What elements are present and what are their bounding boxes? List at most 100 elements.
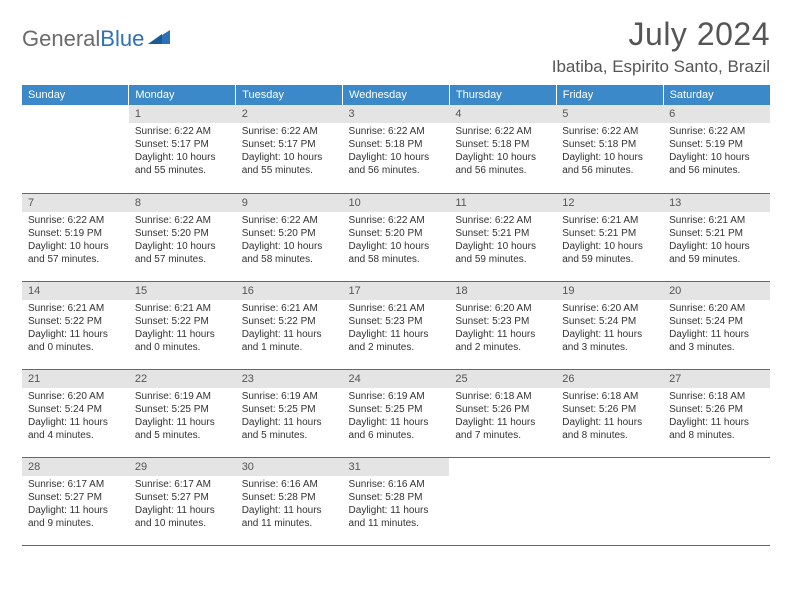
calendar-cell <box>556 457 663 545</box>
cell-line: Sunrise: 6:17 AM <box>28 478 125 491</box>
day-number: 31 <box>343 458 450 476</box>
logo-text: GeneralBlue <box>22 26 144 52</box>
cell-body: Sunrise: 6:19 AMSunset: 5:25 PMDaylight:… <box>129 388 236 444</box>
cell-line: Daylight: 10 hours <box>349 151 446 164</box>
cell-line: Sunset: 5:27 PM <box>28 491 125 504</box>
cell-line: Sunrise: 6:20 AM <box>562 302 659 315</box>
calendar-week: 14 Sunrise: 6:21 AM Sunset: 5:22 PM Dayligh… <box>22 281 770 369</box>
cell-line: Daylight: 11 hours <box>28 504 125 517</box>
cell-body: Sunrise: 6:22 AMSunset: 5:20 PMDaylight:… <box>343 212 450 268</box>
day-number <box>22 105 129 123</box>
day-number: 11 <box>449 194 556 212</box>
cell-body: Sunrise: 6:21 AMSunset: 5:21 PMDaylight:… <box>663 212 770 268</box>
day-number: 1 <box>129 105 236 123</box>
cell-line: Sunset: 5:25 PM <box>135 403 232 416</box>
cell-line: Daylight: 10 hours <box>562 240 659 253</box>
cell-line: and 0 minutes. <box>28 341 125 354</box>
cell-line: and 3 minutes. <box>669 341 766 354</box>
cell-body: Sunrise: 6:21 AMSunset: 5:21 PMDaylight:… <box>556 212 663 268</box>
cell-body: Sunrise: 6:22 AMSunset: 5:20 PMDaylight:… <box>129 212 236 268</box>
calendar-cell: 20Sunrise: 6:20 AMSunset: 5:24 PMDayligh… <box>663 281 770 369</box>
cell-line: Sunset: 5:24 PM <box>669 315 766 328</box>
calendar-cell: 26 Sunrise: 6:18 AMSunset: 5:26 PMDayligh… <box>556 369 663 457</box>
calendar-cell: 30Sunrise: 6:16 AMSunset: 5:28 PMDayligh… <box>236 457 343 545</box>
day-number: 20 <box>663 282 770 300</box>
cell-line: and 56 minutes. <box>562 164 659 177</box>
cell-line: and 58 minutes. <box>242 253 339 266</box>
cell-body: Sunrise: 6:22 AMSunset: 5:18 PMDaylight:… <box>449 123 556 179</box>
cell-body: Sunrise: 6:22 AMSunset: 5:17 PMDaylight:… <box>129 123 236 179</box>
calendar-cell: 25Sunrise: 6:18 AMSunset: 5:26 PMDayligh… <box>449 369 556 457</box>
cell-line: Daylight: 11 hours <box>135 504 232 517</box>
cell-line: Sunset: 5:17 PM <box>135 138 232 151</box>
calendar-cell: 22Sunrise: 6:19 AMSunset: 5:25 PMDayligh… <box>129 369 236 457</box>
cell-line: Sunrise: 6:22 AM <box>349 214 446 227</box>
cell-line: Sunset: 5:21 PM <box>455 227 552 240</box>
day-header: Wednesday <box>343 85 450 105</box>
cell-line: Daylight: 11 hours <box>28 416 125 429</box>
cell-body: Sunrise: 6:22 AMSunset: 5:21 PMDaylight:… <box>449 212 556 268</box>
day-number: 22 <box>129 370 236 388</box>
cell-line: and 8 minutes. <box>669 429 766 442</box>
cell-line: Sunset: 5:26 PM <box>562 403 659 416</box>
cell-line: and 56 minutes. <box>669 164 766 177</box>
day-number: 25 <box>449 370 556 388</box>
cell-body: Sunrise: 6:16 AMSunset: 5:28 PMDaylight:… <box>343 476 450 532</box>
calendar-cell: 10Sunrise: 6:22 AMSunset: 5:20 PMDayligh… <box>343 193 450 281</box>
cell-body: Sunrise: 6:20 AMSunset: 5:23 PMDaylight:… <box>449 300 556 356</box>
cell-line: Sunrise: 6:21 AM <box>669 214 766 227</box>
cell-body: Sunrise: 6:20 AMSunset: 5:24 PMDaylight:… <box>556 300 663 356</box>
cell-line: Sunset: 5:25 PM <box>242 403 339 416</box>
cell-line: Sunset: 5:18 PM <box>455 138 552 151</box>
cell-body: Sunrise: 6:20 AMSunset: 5:24 PMDaylight:… <box>22 388 129 444</box>
cell-body: Sunrise: 6:19 AMSunset: 5:25 PMDaylight:… <box>343 388 450 444</box>
day-number: 26 <box>556 370 663 388</box>
day-header-row: SundayMondayTuesdayWednesdayThursdayFrid… <box>22 85 770 105</box>
logo-part1: General <box>22 26 100 51</box>
day-number <box>556 458 663 476</box>
cell-line: Sunrise: 6:18 AM <box>455 390 552 403</box>
cell-body: Sunrise: 6:17 AMSunset: 5:27 PMDaylight:… <box>22 476 129 532</box>
cell-line: Daylight: 10 hours <box>242 240 339 253</box>
cell-line: Sunset: 5:22 PM <box>242 315 339 328</box>
cell-line: Sunrise: 6:22 AM <box>242 125 339 138</box>
day-number: 15 <box>129 282 236 300</box>
cell-line: Sunset: 5:20 PM <box>349 227 446 240</box>
cell-line: Sunrise: 6:21 AM <box>349 302 446 315</box>
day-number: 12 <box>556 194 663 212</box>
day-number <box>449 458 556 476</box>
cell-line: Sunrise: 6:20 AM <box>28 390 125 403</box>
day-number: 28 <box>22 458 129 476</box>
day-number: 30 <box>236 458 343 476</box>
cell-line: Sunrise: 6:22 AM <box>135 214 232 227</box>
cell-line: and 57 minutes. <box>28 253 125 266</box>
cell-line: and 59 minutes. <box>562 253 659 266</box>
day-number: 29 <box>129 458 236 476</box>
cell-line: Daylight: 11 hours <box>562 416 659 429</box>
cell-line: and 11 minutes. <box>349 517 446 530</box>
calendar-cell: 6Sunrise: 6:22 AMSunset: 5:19 PMDaylight… <box>663 105 770 193</box>
cell-line: and 5 minutes. <box>242 429 339 442</box>
cell-line: and 56 minutes. <box>455 164 552 177</box>
calendar-cell: 12Sunrise: 6:21 AMSunset: 5:21 PMDayligh… <box>556 193 663 281</box>
cell-line: Sunrise: 6:18 AM <box>562 390 659 403</box>
calendar-cell <box>663 457 770 545</box>
cell-body: Sunrise: 6:22 AMSunset: 5:19 PMDaylight:… <box>22 212 129 268</box>
cell-line: Sunset: 5:28 PM <box>242 491 339 504</box>
calendar-cell: 27Sunrise: 6:18 AMSunset: 5:26 PMDayligh… <box>663 369 770 457</box>
cell-line: and 4 minutes. <box>28 429 125 442</box>
cell-line: Daylight: 10 hours <box>669 151 766 164</box>
cell-line: Sunset: 5:19 PM <box>28 227 125 240</box>
day-number: 9 <box>236 194 343 212</box>
cell-line: Sunset: 5:26 PM <box>669 403 766 416</box>
cell-body: Sunrise: 6:22 AMSunset: 5:19 PMDaylight:… <box>663 123 770 179</box>
cell-line: Daylight: 10 hours <box>669 240 766 253</box>
day-number: 24 <box>343 370 450 388</box>
cell-line: and 1 minute. <box>242 341 339 354</box>
day-number: 17 <box>343 282 450 300</box>
cell-line: Daylight: 11 hours <box>349 328 446 341</box>
cell-line: and 59 minutes. <box>669 253 766 266</box>
calendar-cell: 18Sunrise: 6:20 AMSunset: 5:23 PMDayligh… <box>449 281 556 369</box>
day-number: 14 <box>22 282 129 300</box>
cell-line: Sunrise: 6:22 AM <box>349 125 446 138</box>
